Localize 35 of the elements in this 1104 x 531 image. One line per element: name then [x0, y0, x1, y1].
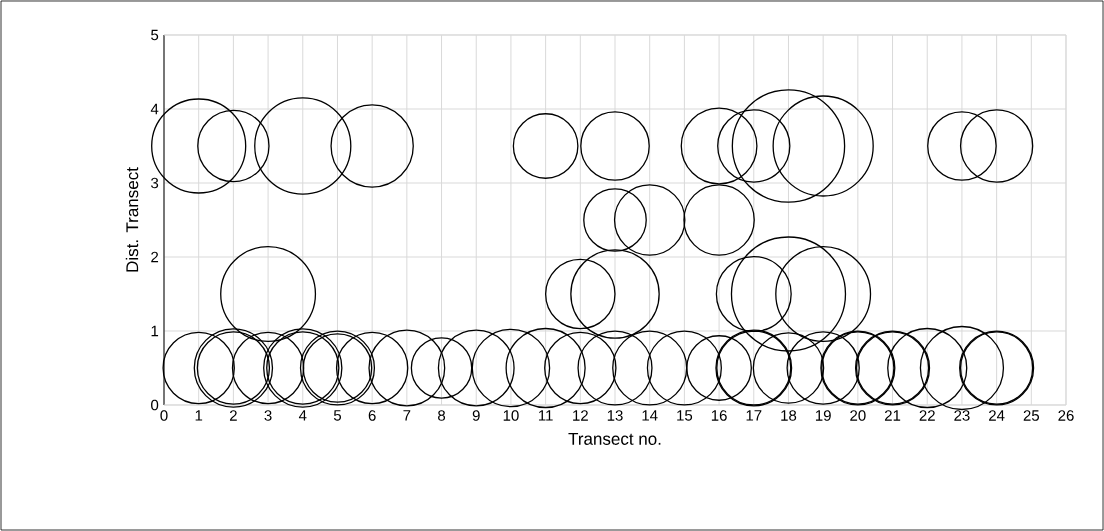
x-tick-label: 15 — [677, 410, 693, 421]
x-tick-label: 17 — [746, 410, 762, 421]
y-tick-label: 1 — [151, 325, 159, 337]
x-tick-label: 23 — [954, 410, 970, 421]
x-tick-label: 12 — [573, 410, 588, 421]
x-tick-label: 10 — [503, 410, 519, 421]
y-tick-label: 2 — [151, 251, 159, 263]
y-axis-title: Dist. Transect — [125, 167, 139, 272]
x-tick-label: 21 — [884, 410, 901, 421]
x-tick-label: 5 — [333, 410, 342, 421]
x-tick-label: 9 — [472, 410, 480, 421]
x-tick-label: 3 — [264, 410, 272, 421]
x-tick-label: 6 — [368, 410, 376, 421]
x-tick-label: 25 — [1023, 410, 1040, 421]
x-tick-label: 8 — [438, 410, 446, 421]
y-tick-label: 4 — [150, 103, 159, 115]
x-tick-label: 14 — [642, 410, 658, 421]
x-tick-label: 0 — [160, 410, 168, 421]
x-tick-label: 19 — [815, 410, 831, 421]
x-tick-label: 1 — [195, 410, 203, 421]
x-tick-label: 22 — [919, 410, 935, 421]
x-tick-label: 2 — [229, 410, 237, 421]
x-tick-label: 7 — [403, 410, 411, 421]
x-tick-label: 24 — [989, 410, 1005, 421]
y-tick-label: 0 — [151, 399, 159, 411]
x-axis-title: Transect no. — [568, 433, 661, 445]
y-tick-label: 3 — [151, 177, 159, 189]
x-tick-label: 26 — [1058, 410, 1074, 421]
y-tick-label: 5 — [151, 29, 159, 41]
x-tick-label: 11 — [538, 410, 553, 421]
x-tick-label: 18 — [781, 410, 797, 421]
x-tick-label: 13 — [607, 410, 623, 421]
x-tick-label: 4 — [298, 410, 307, 421]
x-tick-label: 16 — [711, 410, 727, 421]
x-tick-label: 20 — [850, 410, 866, 421]
